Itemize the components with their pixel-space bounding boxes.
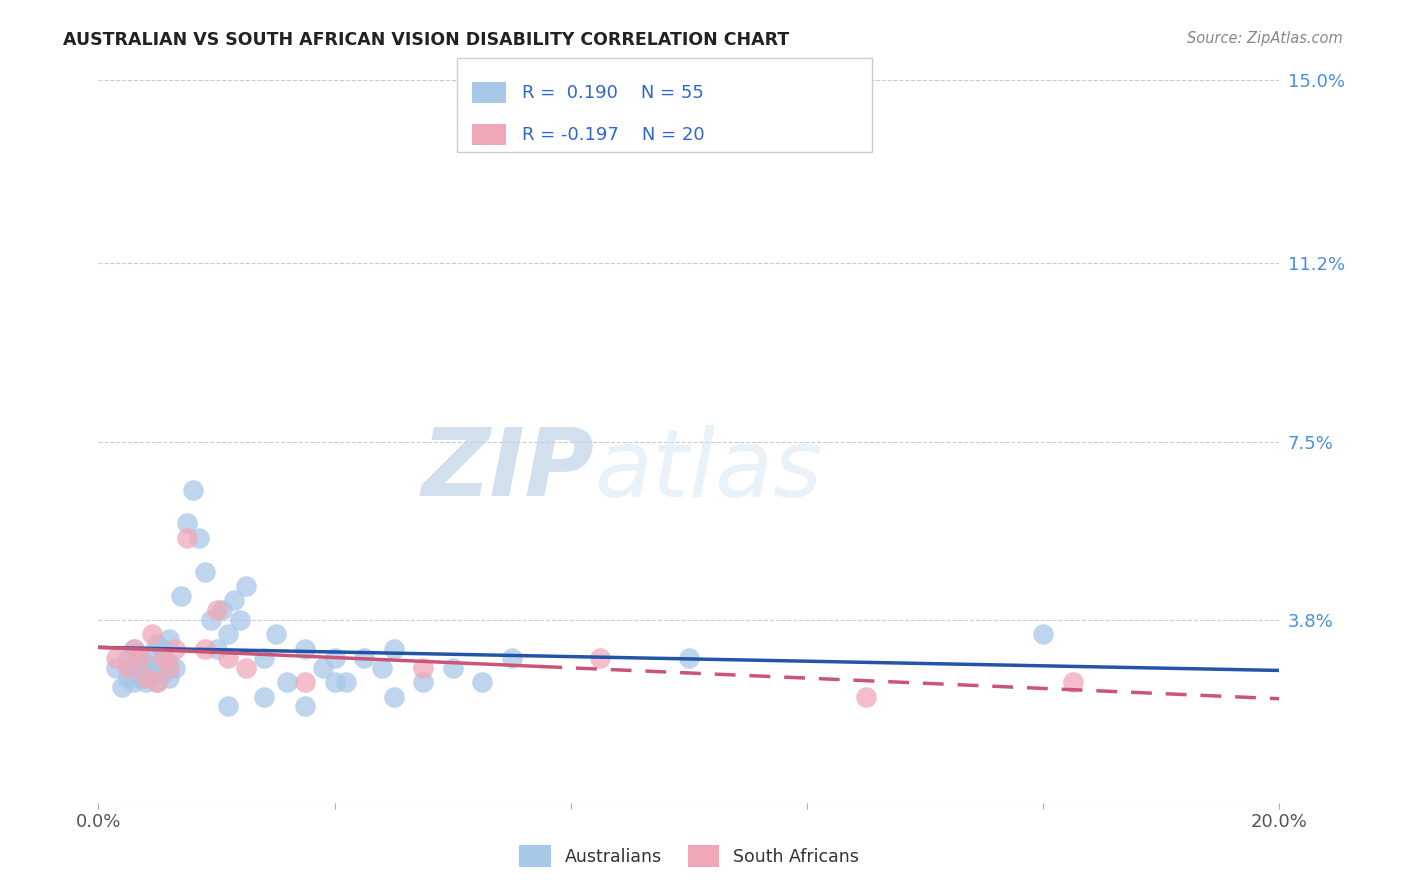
Point (678, 651, 700, 665)
Point (200, 613, 222, 627)
Text: R = -0.197    N = 20: R = -0.197 N = 20 (522, 126, 704, 144)
Point (146, 661, 169, 675)
Point (371, 661, 394, 675)
Point (157, 656, 180, 670)
Point (312, 661, 335, 675)
Point (157, 671, 180, 685)
Point (181, 483, 204, 497)
Point (235, 661, 257, 675)
Text: ZIP: ZIP (422, 425, 595, 516)
Point (205, 641, 228, 656)
Point (146, 675, 169, 690)
Point (141, 627, 163, 641)
Point (152, 651, 174, 665)
Point (122, 675, 145, 690)
Point (146, 675, 169, 690)
Point (105, 651, 128, 665)
Point (141, 665, 163, 680)
Point (122, 641, 145, 656)
Point (323, 675, 346, 690)
Point (157, 632, 180, 646)
Point (501, 651, 523, 665)
Point (111, 680, 134, 694)
Text: Source: ZipAtlas.com: Source: ZipAtlas.com (1187, 31, 1343, 46)
Point (194, 565, 217, 579)
Point (1032, 627, 1054, 641)
Point (176, 531, 198, 545)
Point (211, 603, 233, 617)
Point (382, 641, 405, 656)
Point (217, 627, 239, 641)
Point (165, 641, 187, 656)
Point (253, 690, 276, 704)
Point (276, 675, 298, 690)
Point (117, 671, 139, 685)
Point (128, 651, 150, 665)
Y-axis label: Vision Disability: Vision Disability (0, 376, 8, 508)
Point (264, 627, 287, 641)
Point (217, 651, 239, 665)
Point (294, 699, 316, 714)
Point (589, 651, 612, 665)
Point (412, 661, 434, 675)
Point (412, 675, 434, 690)
Point (128, 651, 150, 665)
Point (117, 661, 139, 675)
Point (229, 613, 252, 627)
Point (205, 603, 228, 617)
Point (141, 647, 163, 661)
Point (194, 641, 217, 656)
Point (157, 661, 180, 675)
Point (176, 516, 198, 531)
Point (117, 651, 139, 665)
Point (855, 690, 877, 704)
Point (187, 531, 209, 545)
Text: atlas: atlas (595, 425, 823, 516)
Point (335, 675, 357, 690)
Point (471, 675, 494, 690)
Point (135, 675, 157, 690)
Point (294, 641, 316, 656)
Point (294, 675, 316, 690)
Point (224, 593, 246, 607)
Point (152, 641, 174, 656)
Text: R =  0.190    N = 55: R = 0.190 N = 55 (522, 84, 703, 102)
Point (217, 699, 239, 714)
Point (122, 641, 145, 656)
Point (382, 690, 405, 704)
Point (323, 651, 346, 665)
Point (152, 665, 174, 680)
Point (128, 671, 150, 685)
Point (105, 661, 128, 675)
Point (135, 656, 157, 670)
Point (146, 637, 169, 651)
Point (165, 661, 187, 675)
Point (253, 651, 276, 665)
Point (122, 661, 145, 675)
Point (353, 651, 375, 665)
Point (1062, 675, 1084, 690)
Point (441, 661, 464, 675)
Point (170, 589, 193, 603)
Legend: Australians, South Africans: Australians, South Africans (512, 838, 866, 873)
Text: AUSTRALIAN VS SOUTH AFRICAN VISION DISABILITY CORRELATION CHART: AUSTRALIAN VS SOUTH AFRICAN VISION DISAB… (63, 31, 790, 49)
Point (135, 671, 157, 685)
Point (235, 579, 257, 593)
